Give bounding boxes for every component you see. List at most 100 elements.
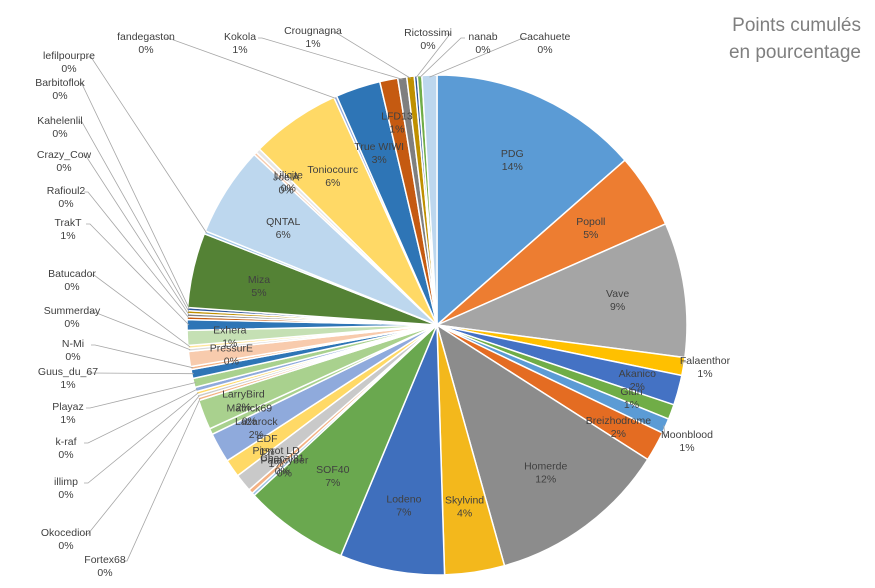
- slice-label-popoll: Popoll 5%: [576, 216, 605, 241]
- slice-label-akanico: Akanico 2%: [619, 368, 657, 393]
- slice-name-lfd13: LFD13: [381, 110, 413, 122]
- leader-line-falaenthor: [681, 361, 687, 367]
- slice-label-crougnagna: Crougnagna 1%: [284, 25, 342, 50]
- pie-slice-vave: [434, 222, 688, 359]
- slice-percent-crougnagna: 1%: [305, 38, 320, 50]
- slice-label-cacahuete: Cacahuete 0%: [520, 31, 571, 56]
- slice-label-barbitoflok: Barbitoflok 0%: [35, 77, 85, 102]
- slice-percent-akanico: 2%: [630, 381, 645, 393]
- slice-label-trakt: TrakT 1%: [54, 217, 82, 242]
- leader-line-crazy-cow: [82, 155, 190, 316]
- slice-label-pierrot-ld: Pierrot LD 1%: [252, 445, 300, 470]
- leader-line-crougnagna: [331, 31, 411, 79]
- slice-name-trakt: TrakT: [54, 217, 82, 229]
- slice-percent-lfd13: 1%: [389, 123, 404, 135]
- pie-slice-lodeno: [339, 324, 446, 576]
- slice-percent-sof40: 7%: [325, 477, 340, 489]
- leader-line-fandegaston: [164, 37, 337, 99]
- slice-name-pdg: PDG: [501, 148, 524, 160]
- slice-label-falaenthor: Falaenthor 1%: [680, 355, 731, 380]
- slice-name-rafioul2: Rafioul2: [47, 185, 86, 197]
- slice-label-illimp: illimp 0%: [54, 476, 78, 501]
- slice-percent-barbitoflok: 0%: [52, 90, 67, 102]
- slice-label-guus-du-67: Guus_du_67 1%: [38, 366, 98, 391]
- slice-label-breizhodrome: Breizhodrome 2%: [586, 415, 652, 440]
- slice-label-k-raf: k-raf 0%: [56, 436, 77, 461]
- slice-percent-summerday: 0%: [64, 318, 79, 330]
- leader-lines: [78, 31, 687, 562]
- leader-line-rictossimi: [415, 33, 451, 79]
- slice-label-kahelenlil: Kahelenlil 0%: [37, 115, 83, 140]
- slice-name-guus-du-67: Guus_du_67: [38, 366, 98, 378]
- slice-label-okocedion: Okocedion 0%: [41, 527, 91, 552]
- slice-percent-breizhodrome: 2%: [611, 428, 626, 440]
- leader-line-playaz: [86, 382, 196, 409]
- slice-label-fortex68: Fortex68 0%: [84, 554, 126, 579]
- slice-name-fortex68: Fortex68: [84, 554, 126, 566]
- leader-line-barbitoflok: [78, 83, 190, 310]
- slice-percent-nanab: 0%: [475, 44, 490, 56]
- leader-line-summerday: [90, 311, 191, 351]
- chart-subtitle: en pourcentage: [728, 42, 861, 63]
- slice-name-crougnagna: Crougnagna: [284, 25, 342, 37]
- slice-name-popoll: Popoll: [576, 216, 605, 228]
- slice-name-kokola: Kokola: [224, 31, 256, 43]
- slice-percent-edf: 1%: [259, 446, 274, 458]
- slice-label-homerde: Homerde 12%: [524, 461, 567, 486]
- slice-percent-pressure: 0%: [224, 355, 239, 367]
- slice-label-rictossimi: Rictossimi 0%: [404, 27, 452, 52]
- chart-title-block: Points cumulés en pourcentage: [729, 12, 861, 66]
- slice-percent-toniocourc: 6%: [325, 177, 340, 189]
- slice-name-batucador: Batucador: [48, 268, 96, 280]
- slice-label-vave: Vave 9%: [606, 288, 629, 313]
- slice-label-fandegaston: fandegaston 0%: [117, 31, 175, 56]
- slice-name-joela: JoelA: [273, 172, 299, 184]
- slice-percent-lazarock: 2%: [249, 429, 264, 441]
- slice-label-lilicite: Lilicite 0%: [274, 169, 303, 194]
- slice-name-n-mi: N-Mi: [62, 338, 84, 350]
- slice-percent-rafioul2: 0%: [58, 198, 73, 210]
- slice-percent-glun: 1%: [624, 399, 639, 411]
- leader-line-illimp: [84, 392, 199, 484]
- slice-percent-trakt: 1%: [60, 230, 75, 242]
- slice-label-nanab: nanab 0%: [468, 31, 497, 56]
- slice-name-larrybird: LarryBird: [222, 389, 265, 401]
- slice-name-nanab: nanab: [468, 31, 497, 43]
- slice-label-lefilpourpre: lefilpourpre 0%: [43, 50, 95, 75]
- slice-percent-exhera: 1%: [222, 338, 237, 350]
- slice-label-edf: EDF 1%: [257, 433, 278, 458]
- slice-name-fandegaston: fandegaston: [117, 31, 175, 43]
- slice-name-lilicite: Lilicite: [274, 169, 303, 181]
- slice-name-vave: Vave: [606, 288, 629, 300]
- slice-percent-vave: 9%: [610, 301, 625, 313]
- slice-name-crazy-cow: Crazy_Cow: [37, 149, 92, 161]
- leader-line-okocedion: [84, 395, 200, 535]
- slice-percent-lodeno: 7%: [396, 507, 411, 519]
- slice-percent-kahelenlil: 0%: [52, 128, 67, 140]
- slice-percent-cacahuete: 0%: [537, 44, 552, 56]
- slice-label-pressure: PressurE 0%: [210, 342, 253, 367]
- leader-line-rafioul2: [84, 191, 190, 319]
- slice-percent-okocedion: 0%: [58, 540, 73, 552]
- slice-label-sof40: SOF40 7%: [316, 464, 349, 489]
- slice-name-qntal: QNTAL: [266, 216, 300, 228]
- slice-percent-true-wiwi: 3%: [372, 154, 387, 166]
- slice-label-batucador: Batucador 0%: [48, 268, 96, 293]
- slice-name-cacahuete: Cacahuete: [520, 31, 571, 43]
- slice-percent-lilicite: 0%: [281, 182, 296, 194]
- pie-slices: [186, 74, 688, 576]
- chart-title: Points cumulés: [732, 15, 861, 36]
- slice-label-toniocourc: Toniocourc 6%: [307, 164, 358, 189]
- slice-percent-k-raf: 0%: [58, 449, 73, 461]
- leader-line-cacahuete: [429, 37, 527, 78]
- leader-line-guus-du-67: [86, 372, 194, 375]
- slice-percent-n-mi: 0%: [65, 351, 80, 363]
- slice-percent-lefilpourpre: 0%: [61, 63, 76, 75]
- slice-name-barbitoflok: Barbitoflok: [35, 77, 85, 89]
- slice-percent-joela: 0%: [279, 185, 294, 197]
- slice-name-okocedion: Okocedion: [41, 527, 91, 539]
- slice-label-lodeno: Lodeno 7%: [386, 494, 421, 519]
- leader-line-n-mi: [91, 344, 193, 369]
- slice-percent-pierrot-ld: 1%: [269, 458, 284, 470]
- slice-name-summerday: Summerday: [44, 305, 101, 317]
